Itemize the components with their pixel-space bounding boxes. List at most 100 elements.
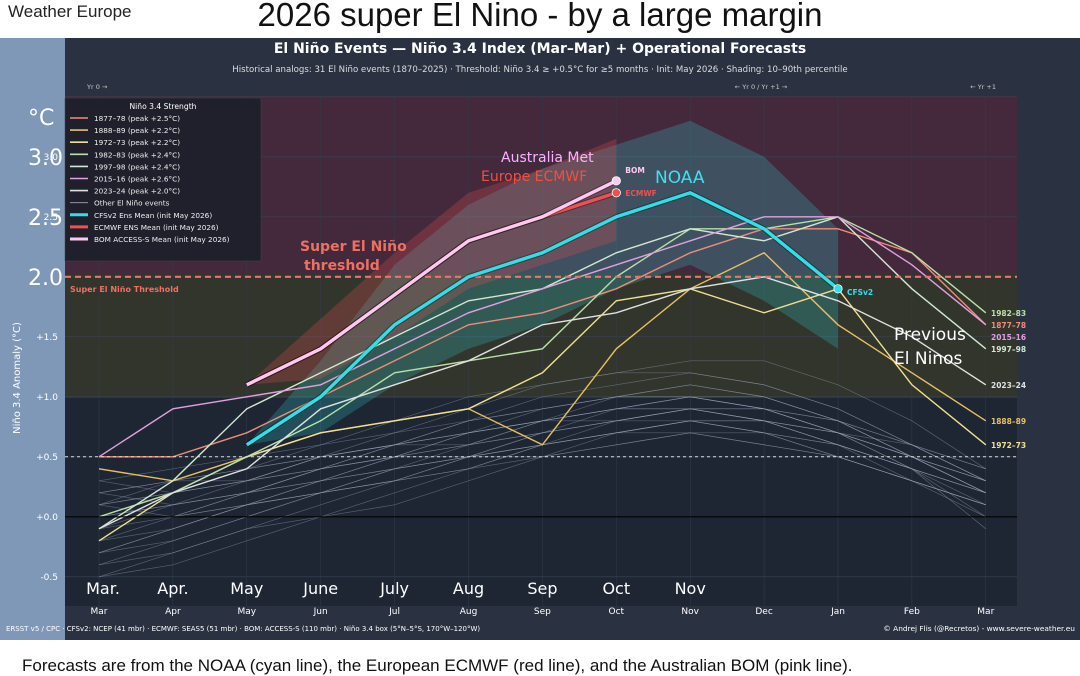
footer-right: © Andrej Flis (@Recretos) - www.severe-w…: [883, 624, 1075, 633]
x-tick-label: Jun: [313, 607, 328, 617]
x-tick-label: Aug: [460, 607, 478, 617]
x-tick-label: Mar: [977, 607, 994, 617]
big-month-labels: Mar. Apr. May June July Aug Sep Oct Nov: [86, 579, 706, 598]
big-y-tick-label: 3.0: [28, 146, 63, 171]
big-month-label: Nov: [675, 579, 706, 598]
other-event-line: [98, 396, 986, 506]
end-label-1877-78: 1877–78: [991, 321, 1026, 330]
big-month-label: May: [230, 579, 263, 598]
x-tick-label: Apr: [165, 607, 181, 617]
other-event-line: [98, 408, 986, 554]
y-tick-label: 3.0: [44, 153, 59, 163]
ecmwf-end-marker: [611, 188, 621, 198]
other-event-line: [98, 384, 986, 542]
forecast-bands: [246, 120, 839, 445]
legend-entry: 1888–89 (peak +2.2°C): [94, 126, 180, 135]
legend-entry: 1997–98 (peak +2.4°C): [94, 162, 180, 171]
other-event-line: [98, 408, 986, 518]
y-axis-label: Niño 3.4 Anomaly (°C): [12, 322, 23, 434]
legend-title: Niño 3.4 Strength: [129, 102, 196, 111]
end-label-1972-73: 1972–73: [991, 441, 1026, 450]
y-tick-label: 2.5: [44, 213, 58, 223]
other-event-line: [98, 396, 986, 578]
threshold-label: Super El Niño Threshold: [70, 285, 179, 294]
other-event-line: [98, 432, 986, 578]
end-label-1982-83: 1982–83: [991, 309, 1026, 318]
legend-entry: CFSv2 Ens Mean (init May 2026): [94, 211, 212, 220]
big-y-tick-label: 2.0: [28, 266, 63, 291]
legend-entry: 1972–73 (peak +2.2°C): [94, 138, 180, 147]
big-y-tick-labels: 2.0 2.5 3.0: [28, 146, 63, 291]
legend-entry: ECMWF ENS Mean (init May 2026): [94, 223, 219, 232]
chart-title: El Niño Events — Niño 3.4 Index (Mar–Mar…: [274, 41, 806, 57]
brand-label: Weather Europe: [8, 2, 132, 21]
big-month-label: Sep: [527, 579, 557, 598]
ecmwf-spread-band: [246, 138, 617, 385]
bom-end-marker: [611, 176, 621, 186]
x-tick-labels: Mar Apr May Jun Jul Aug Sep Oct Nov Dec Jan Feb Mar: [91, 607, 995, 617]
big-month-label: July: [379, 579, 409, 598]
historical-series: [98, 216, 987, 542]
legend: Niño 3.4 Strength 1877–78 (peak +2.5°C) 18…: [64, 97, 262, 262]
bottom-band: [0, 640, 1080, 675]
other-event-line: [98, 408, 986, 554]
cfsv2-end-label: CFSv2: [847, 288, 873, 297]
series-1877-78-line: [99, 228, 987, 458]
annotation-previous: Previous: [894, 325, 966, 345]
footer-left: ERSST v5 / CPC · CFSv2: NCEP (41 mbr) · …: [6, 625, 480, 633]
top-band: Weather Europe 2026 super El Nino - by a…: [0, 0, 1080, 38]
other-event-line: [98, 372, 986, 542]
big-month-label: Apr.: [157, 579, 188, 598]
end-label-1888-89: 1888–89: [991, 417, 1026, 426]
bom-end-label: BOM: [625, 166, 645, 175]
end-label-2015-16: 2015–16: [991, 333, 1026, 342]
x-tick-label: Oct: [609, 607, 625, 617]
other-event-line: [98, 396, 986, 494]
annotation-noaa: NOAA: [655, 168, 705, 188]
y-tick-label: +1.5: [36, 333, 58, 343]
x-tick-label: Nov: [681, 607, 699, 617]
other-event-line: [98, 360, 986, 518]
cfsv2-spread-band: [246, 120, 839, 445]
other-event-line: [99, 396, 986, 518]
big-y-tick-label: 2.5: [28, 206, 63, 231]
strong-zone-shade: [65, 274, 1017, 398]
big-month-label: Aug: [453, 579, 484, 598]
legend-entry: 2015–16 (peak +2.6°C): [94, 175, 180, 184]
other-event-line: [98, 432, 986, 530]
annotation-threshold: threshold: [304, 258, 380, 274]
legend-box: [64, 97, 262, 262]
x-tick-label: Sep: [534, 607, 551, 617]
annotation-australia-met: Australia Met: [501, 150, 594, 166]
series-end-labels: 1982–83 1877–78 2015–16 1997–98 2023–24 1888–…: [991, 309, 1026, 450]
forecast-series: ECMWF BOM CFSv2: [245, 166, 873, 448]
annotation-el-ninos: El Ninos: [894, 349, 962, 369]
big-month-label: June: [302, 579, 338, 598]
y-tick-label: +0.0: [36, 513, 58, 523]
legend-entry: Other El Niño events: [94, 199, 170, 208]
annotation-super-el-nino: Super El Niño: [300, 239, 407, 255]
legend-entry: 2023–24 (peak +2.0°C): [94, 187, 180, 196]
big-month-label: Mar.: [86, 579, 120, 598]
cfsv2-end-marker: [833, 284, 843, 294]
other-event-line: [98, 408, 986, 494]
caption: Forecasts are from the NOAA (cyan line),…: [22, 656, 853, 675]
x-tick-label: Dec: [755, 607, 772, 617]
big-month-label: Oct: [602, 579, 630, 598]
enso-chart: ECMWF BOM CFSv2 -0.5 +0.0 +0.5 +1.0 +1.5 2.5 3.0…: [0, 38, 1080, 640]
year-mark-start: Yr 0 →: [86, 83, 108, 91]
end-label-2023-24: 2023–24: [991, 381, 1026, 390]
x-tick-label: Mar: [91, 607, 108, 617]
reference-lines: [65, 275, 1017, 518]
legend-entry: BOM ACCESS-S Mean (init May 2026): [94, 235, 230, 244]
series-2015-16-line: [98, 216, 987, 458]
y-tick-labels: -0.5 +0.0 +0.5 +1.0 +1.5 2.5 3.0: [36, 153, 58, 583]
end-label-1997-98: 1997–98: [991, 345, 1026, 354]
headline: 2026 super El Nino - by a large margin: [257, 0, 823, 33]
annotation-europe-ecmwf: Europe ECMWF: [481, 169, 587, 185]
y-tick-label: -0.5: [40, 573, 58, 583]
x-tick-label: Feb: [904, 607, 920, 617]
x-tick-label: Jul: [388, 607, 400, 617]
cfsv2-forecast-line: [245, 190, 840, 447]
legend-entry: 1877–78 (peak +2.5°C): [94, 114, 180, 123]
